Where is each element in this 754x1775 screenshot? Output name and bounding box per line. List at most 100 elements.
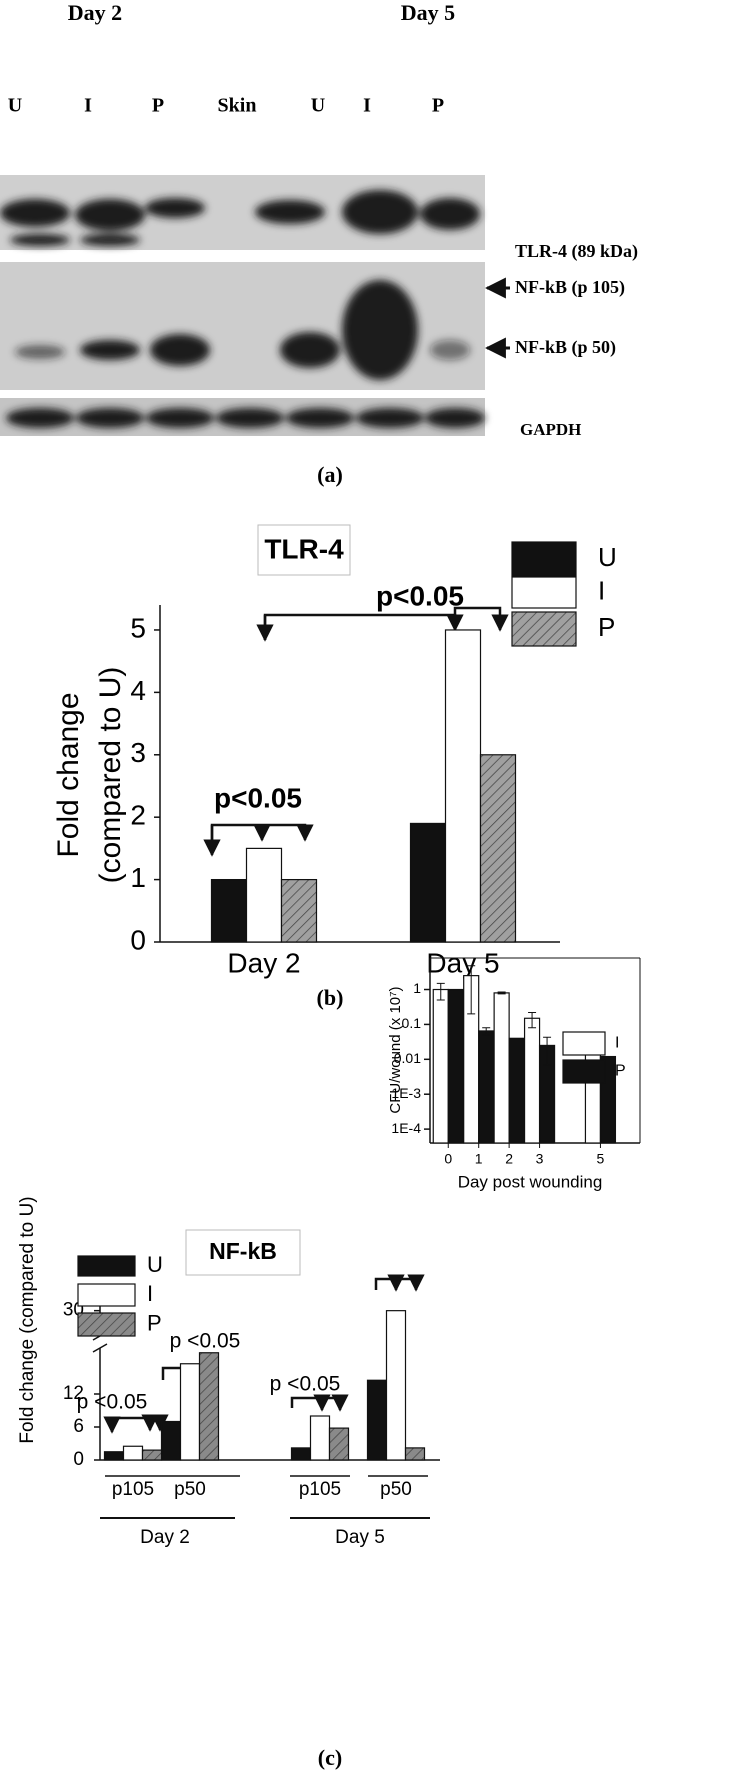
chart-title: NF-kB	[209, 1238, 277, 1264]
bar	[290, 1447, 312, 1461]
day-label: Day 5	[401, 0, 455, 25]
band-label: TLR-4 (89 kDa)	[515, 241, 638, 262]
chart-title: TLR-4	[264, 533, 344, 564]
lane-label: U	[8, 95, 22, 117]
lane-label: U	[311, 95, 325, 117]
title-box	[257, 524, 351, 576]
lane-label: Skin	[218, 95, 257, 117]
x-tick-label: 2	[505, 1151, 513, 1167]
bar	[409, 822, 447, 943]
bar	[103, 1451, 125, 1461]
chart: 0 1 2 3 4 5 UIP Day 2 Day 5 TLR-4 Fold change (comp…	[52, 533, 617, 978]
y-tick-label: 1E-4	[391, 1120, 421, 1136]
bar	[478, 1030, 495, 1144]
bar	[160, 1420, 182, 1461]
bar	[245, 847, 283, 943]
bar	[210, 878, 248, 943]
chart: 1E-4 1E-3 0.01 0.1 1 0 1 2 3 5 IP CFU/wound (x 10⁷)…	[387, 957, 641, 1191]
y-tick-label: 12	[63, 1383, 84, 1404]
bar	[366, 1379, 388, 1461]
bar	[479, 754, 517, 943]
band-label: NF-kB (p 105)	[515, 277, 625, 298]
caption: (b)	[317, 985, 344, 1010]
x-tick-label: p105	[299, 1479, 341, 1500]
x-axis-label: Day post wounding	[458, 1172, 603, 1191]
y-tick-label: 2	[130, 800, 146, 831]
y-tick-label: 0.01	[394, 1050, 421, 1066]
legend-swatch	[511, 541, 577, 577]
error-bar	[467, 965, 476, 1015]
legend-label: P	[615, 1063, 626, 1080]
x-tick-label: 1	[475, 1151, 483, 1167]
error-bar	[543, 1036, 552, 1066]
group-label: Day 2	[140, 1527, 190, 1548]
bar	[493, 992, 510, 1144]
bar	[198, 1352, 220, 1461]
band-label: NF-kB (p 50)	[515, 337, 616, 358]
y-axis-label: (compared to U)	[94, 667, 127, 884]
annotation: p <0.05	[170, 1330, 241, 1353]
legend-swatch	[562, 1059, 606, 1084]
bar	[141, 1449, 163, 1461]
y-axis-label: Fold change (compared to U)	[17, 1196, 38, 1443]
y-tick-label: 1E-3	[391, 1085, 421, 1101]
legend-swatch	[77, 1312, 136, 1337]
lane-label: I	[363, 95, 371, 117]
legend-label: U	[147, 1252, 163, 1277]
y-axis-label: CFU/wound (x 10⁷)	[387, 986, 404, 1113]
bar	[309, 1415, 331, 1461]
y-tick-label: 5	[130, 612, 146, 643]
legend-swatch	[511, 611, 577, 647]
y-tick-label: 0	[130, 924, 146, 955]
y-tick-label: 6	[73, 1416, 84, 1437]
legend-label: P	[147, 1310, 162, 1335]
y-axis-label: Fold change	[52, 692, 85, 857]
legend-swatch	[77, 1255, 136, 1277]
x-tick-label: Day 5	[426, 947, 499, 978]
y-tick-label: 1	[413, 980, 421, 996]
legend-swatch	[562, 1031, 606, 1056]
title-box	[185, 1229, 301, 1276]
legend-label: P	[598, 612, 615, 642]
caption: (c)	[318, 1745, 342, 1770]
bar	[508, 1037, 525, 1144]
day-label: Day 2	[68, 0, 122, 25]
x-tick-label: 0	[444, 1151, 452, 1167]
x-tick-label: 3	[536, 1151, 544, 1167]
legend-label: I	[147, 1281, 153, 1306]
blot	[0, 175, 510, 436]
legend-label: U	[598, 542, 617, 572]
x-tick-label: p50	[174, 1479, 206, 1500]
bar	[523, 1017, 541, 1144]
lane-label: I	[84, 95, 92, 117]
bar	[385, 1310, 407, 1461]
bar	[447, 988, 464, 1144]
legend-swatch	[77, 1283, 136, 1307]
annotation: p <0.05	[77, 1391, 148, 1414]
x-tick-label: p105	[112, 1479, 154, 1500]
y-tick-label: 1	[130, 862, 146, 893]
annotation: p<0.05	[214, 782, 302, 813]
bar	[404, 1447, 426, 1461]
bar	[280, 878, 318, 943]
caption: (a)	[317, 462, 343, 487]
legend-label: I	[598, 575, 605, 605]
x-tick-label: Day 2	[227, 947, 300, 978]
error-bar	[436, 982, 445, 1001]
annotation: p <0.05	[270, 1373, 341, 1396]
y-tick-label: 3	[130, 737, 146, 768]
group-label: Day 5	[335, 1527, 385, 1548]
legend-label: I	[615, 1035, 619, 1052]
bar	[122, 1445, 144, 1461]
lane-label: P	[152, 95, 164, 117]
error-bar	[528, 1011, 537, 1029]
annotation: p<0.05	[376, 580, 464, 611]
bar	[328, 1427, 350, 1461]
error-bar	[497, 991, 506, 995]
band-label: GAPDH	[520, 420, 581, 439]
bar	[432, 988, 449, 1144]
lane-label: P	[432, 95, 444, 117]
y-tick-label: 4	[130, 675, 146, 706]
